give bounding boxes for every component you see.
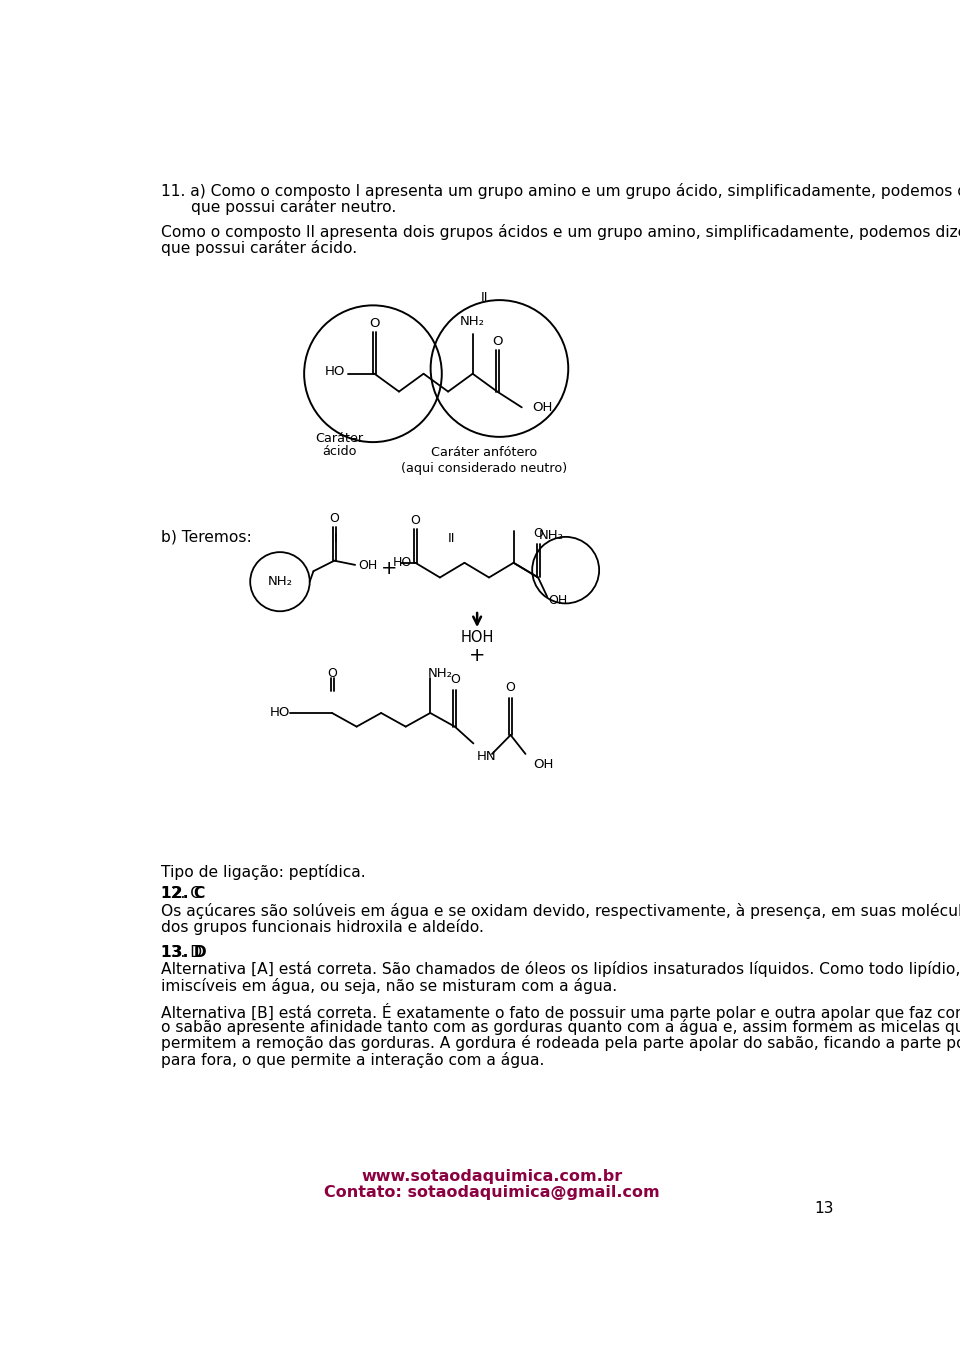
Text: O: O bbox=[506, 681, 516, 694]
Text: 12. C: 12. C bbox=[161, 887, 205, 902]
Text: para fora, o que permite a interação com a água.: para fora, o que permite a interação com… bbox=[161, 1052, 544, 1068]
Text: O: O bbox=[327, 667, 337, 679]
Text: +: + bbox=[468, 645, 486, 664]
Text: Tipo de ligação: peptídica.: Tipo de ligação: peptídica. bbox=[161, 863, 366, 880]
Text: 13: 13 bbox=[815, 1202, 834, 1217]
Text: O: O bbox=[450, 672, 460, 686]
Text: Caráter anfótero: Caráter anfótero bbox=[431, 446, 538, 460]
Text: HO: HO bbox=[394, 557, 413, 569]
Text: II: II bbox=[447, 532, 455, 546]
Text: OH: OH bbox=[358, 559, 377, 573]
Text: OH: OH bbox=[532, 401, 553, 413]
Text: O: O bbox=[329, 512, 339, 525]
Text: permitem a remoção das gorduras. A gordura é rodeada pela parte apolar do sabão,: permitem a remoção das gorduras. A gordu… bbox=[161, 1035, 960, 1052]
Text: Caráter: Caráter bbox=[316, 432, 364, 446]
Text: Contato: sotaodaquimica@gmail.com: Contato: sotaodaquimica@gmail.com bbox=[324, 1185, 660, 1200]
Text: que possui caráter ácido.: que possui caráter ácido. bbox=[161, 240, 357, 256]
Text: II: II bbox=[481, 291, 489, 304]
Text: 13. D: 13. D bbox=[161, 944, 206, 959]
Text: imiscíveis em água, ou seja, não se misturam com a água.: imiscíveis em água, ou seja, não se mist… bbox=[161, 978, 617, 993]
Text: NH₂: NH₂ bbox=[427, 667, 452, 679]
Text: ácido: ácido bbox=[323, 445, 357, 458]
Text: b) Teremos:: b) Teremos: bbox=[161, 529, 252, 544]
Text: O: O bbox=[492, 334, 502, 348]
Text: NH₂: NH₂ bbox=[539, 529, 564, 542]
Text: Os açúcares são solúveis em água e se oxidam devido, respectivamente, à presença: Os açúcares são solúveis em água e se ox… bbox=[161, 903, 960, 919]
Text: NH₂: NH₂ bbox=[460, 315, 485, 327]
Text: OH: OH bbox=[548, 595, 567, 607]
Text: 12. C: 12. C bbox=[161, 887, 201, 902]
Text: HN: HN bbox=[477, 750, 496, 762]
Text: o sabão apresente afinidade tanto com as gorduras quanto com a água e, assim for: o sabão apresente afinidade tanto com as… bbox=[161, 1019, 960, 1035]
Text: (aqui considerado neutro): (aqui considerado neutro) bbox=[401, 462, 567, 475]
Text: NH₂: NH₂ bbox=[268, 576, 293, 588]
Text: 11. a) Como o composto I apresenta um grupo amino e um grupo ácido, simplificada: 11. a) Como o composto I apresenta um gr… bbox=[161, 183, 960, 199]
Text: O: O bbox=[411, 514, 420, 528]
Text: HO: HO bbox=[269, 707, 290, 719]
Text: I: I bbox=[334, 532, 338, 546]
Text: www.sotaodaquimica.com.br: www.sotaodaquimica.com.br bbox=[361, 1169, 623, 1184]
Text: Alternativa [B] está correta. É exatamente o fato de possuir uma parte polar e o: Alternativa [B] está correta. É exatamen… bbox=[161, 1003, 960, 1020]
Text: Como o composto II apresenta dois grupos ácidos e um grupo amino, simplificadame: Como o composto II apresenta dois grupos… bbox=[161, 224, 960, 240]
Text: que possui caráter neutro.: que possui caráter neutro. bbox=[191, 199, 396, 216]
Text: O: O bbox=[533, 527, 543, 540]
Text: +: + bbox=[381, 558, 397, 577]
Text: Alternativa [A] está correta. São chamados de óleos os lipídios insaturados líqu: Alternativa [A] está correta. São chamad… bbox=[161, 962, 960, 978]
Text: 13. D: 13. D bbox=[161, 944, 202, 959]
Text: HO: HO bbox=[325, 366, 346, 378]
Text: dos grupos funcionais hidroxila e aldeído.: dos grupos funcionais hidroxila e aldeíd… bbox=[161, 919, 484, 936]
Text: OH: OH bbox=[533, 758, 553, 771]
Text: O: O bbox=[370, 316, 380, 330]
Text: HOH: HOH bbox=[461, 630, 493, 645]
